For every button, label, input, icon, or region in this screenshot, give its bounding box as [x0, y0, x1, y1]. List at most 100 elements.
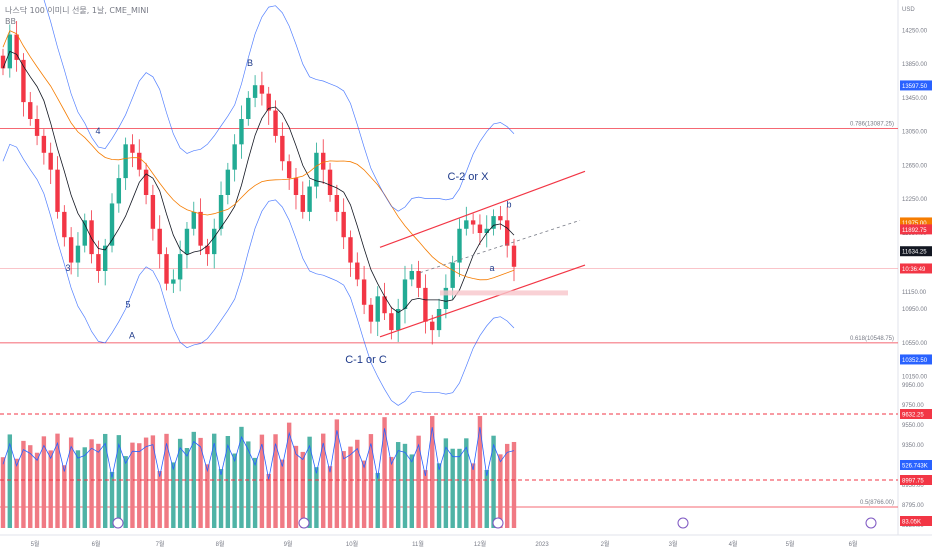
price-tick-label: 13850.00 — [902, 62, 928, 68]
candle-body — [239, 119, 244, 145]
volume-bar — [205, 464, 210, 528]
volume-bar — [423, 470, 428, 528]
volume-bar — [355, 439, 360, 528]
candle-body — [389, 313, 394, 331]
volume-bar — [218, 469, 224, 528]
price-tick-label: 8950.00 — [902, 483, 924, 489]
volume-bar — [184, 448, 190, 528]
volume-bar — [62, 465, 67, 528]
wave-label: C-1 or C — [345, 354, 387, 366]
volume-bar — [109, 471, 115, 528]
candle-body — [368, 304, 374, 322]
candle-body — [89, 220, 94, 255]
price-tick-label: 9950.00 — [902, 383, 924, 389]
volume-bar — [314, 467, 319, 528]
price-tick-label: 9750.00 — [902, 403, 924, 409]
volume-bar — [41, 436, 47, 528]
indicator-label: BB — [5, 17, 16, 26]
time-tick-label: 11월 — [412, 540, 424, 548]
volume-bar — [416, 435, 421, 528]
price-tick-label: 14250.00 — [902, 28, 928, 34]
volume-bar — [300, 451, 305, 528]
time-tick-label: 9월 — [284, 540, 293, 548]
candle-body — [498, 216, 503, 221]
candle-body — [334, 195, 340, 212]
candle-body — [164, 254, 169, 284]
volume-bar — [498, 454, 503, 528]
volume-bar — [457, 448, 462, 528]
volume-bar — [334, 419, 340, 528]
price-tick-label: 10550.00 — [902, 341, 928, 347]
channel-lower-line — [379, 264, 586, 338]
volume-bar — [103, 433, 108, 528]
price-badge — [900, 224, 932, 235]
candle-body — [375, 296, 380, 322]
volume-bar — [177, 438, 183, 528]
volume-badge — [900, 409, 932, 419]
wave-label: b — [506, 200, 511, 210]
volume-bar — [137, 443, 142, 528]
candle-body — [382, 296, 387, 314]
wave-label: 3 — [65, 263, 70, 273]
time-tick-label: 10월 — [346, 540, 358, 548]
volume-bar — [157, 471, 162, 528]
price-tick-label: 12650.00 — [902, 163, 928, 169]
candle-body — [191, 211, 196, 229]
candle-body — [300, 195, 305, 212]
candle-body — [314, 152, 319, 187]
candle-body — [177, 254, 183, 280]
candle-body — [470, 220, 476, 225]
fib-level-label: 0.618(10548.75) — [850, 336, 894, 342]
candle-body — [205, 245, 210, 255]
volume-bar — [34, 452, 40, 528]
candle-body — [395, 309, 401, 331]
volume-bar — [164, 433, 169, 528]
volume-bar — [361, 460, 367, 528]
volume-bar — [409, 454, 414, 528]
candle-body — [130, 144, 135, 153]
candle-body — [21, 59, 26, 103]
candle-body — [423, 287, 428, 322]
volume-bar — [252, 457, 258, 528]
bollinger-lower-band — [2, 143, 515, 406]
volume-bar — [484, 469, 489, 528]
price-badge — [900, 80, 932, 91]
candle-body — [225, 169, 231, 195]
candle-body — [246, 97, 251, 119]
target-zone — [440, 290, 568, 296]
volume-bar — [75, 450, 81, 528]
candle-body — [252, 85, 258, 98]
candle-body — [34, 119, 40, 136]
volume-bar — [280, 459, 285, 528]
volume-bar — [395, 442, 401, 528]
candle-body — [259, 85, 265, 94]
wave-label: C-2 or X — [448, 171, 490, 183]
event-marker-icon — [298, 517, 310, 529]
candle-body — [430, 321, 435, 331]
candle-body — [62, 211, 67, 238]
time-tick-label: 2월 — [601, 540, 610, 548]
candle-body — [280, 135, 285, 162]
candle-body — [307, 186, 312, 212]
volume-bar — [402, 443, 408, 528]
volume-bar — [327, 466, 333, 528]
fib-level-label: 0.5(8766.00) — [860, 500, 894, 506]
volume-bar — [443, 438, 449, 528]
volume-bar — [389, 456, 394, 528]
candle-body — [184, 228, 190, 255]
volume-bar — [464, 438, 469, 528]
price-badge-label: 11975.00 — [902, 221, 927, 227]
candle-body — [150, 195, 156, 229]
volume-bar — [14, 458, 19, 528]
candle-body — [96, 254, 101, 271]
candle-body — [327, 169, 333, 195]
candle-body — [82, 220, 87, 246]
volume-bar — [171, 462, 176, 528]
channel-mid-line — [419, 219, 581, 274]
volume-bar — [68, 437, 74, 528]
volume-badge-label: 9632.25 — [902, 413, 924, 419]
wave-label: 5 — [125, 299, 130, 309]
candle-body — [55, 169, 60, 212]
candle-body — [266, 93, 271, 111]
